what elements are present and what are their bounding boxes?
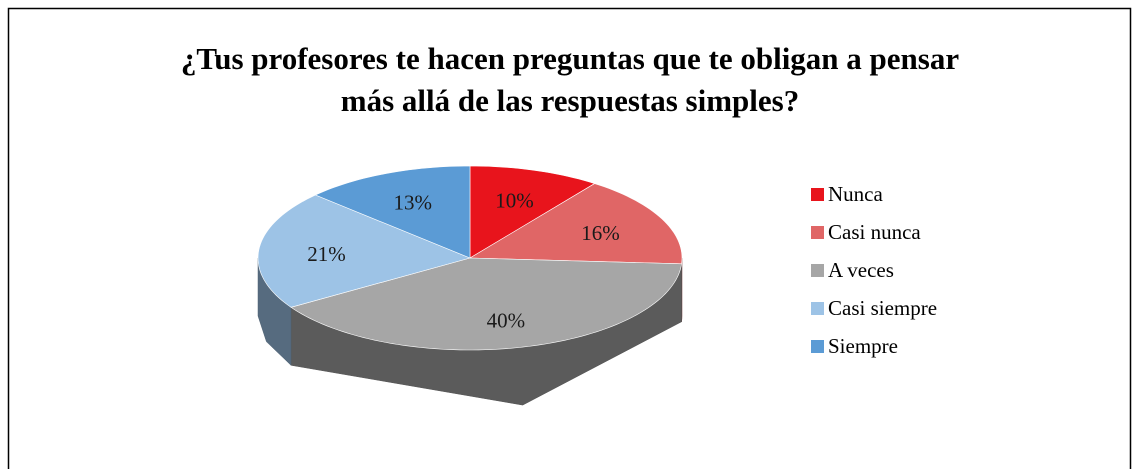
- legend-label: Casi nunca: [828, 220, 921, 244]
- legend-swatch: [811, 226, 824, 239]
- legend-swatch: [811, 302, 824, 315]
- data-label: 21%: [307, 242, 346, 266]
- data-label: 13%: [393, 190, 432, 214]
- pie-slice: [469, 165, 596, 259]
- legend-label: Casi siempre: [828, 296, 937, 320]
- legend-swatch: [811, 188, 824, 201]
- data-label: 10%: [495, 188, 534, 212]
- legend-label: Nunca: [828, 182, 883, 206]
- pie-slice: [314, 165, 471, 259]
- data-label: 16%: [581, 221, 620, 245]
- legend-label: Siempre: [828, 334, 898, 358]
- pie-slice: [468, 183, 683, 265]
- chart-title: más allá de las respuestas simples?: [341, 83, 799, 118]
- pie-slice: [290, 257, 682, 351]
- chart-frame: [7, 7, 1132, 469]
- legend-swatch: [811, 264, 824, 277]
- legend-label: A veces: [828, 258, 894, 282]
- data-label: 40%: [487, 308, 526, 332]
- pie-slice: [257, 194, 471, 308]
- chart-title: ¿Tus profesores te hacen preguntas que t…: [181, 41, 959, 76]
- legend-swatch: [811, 340, 824, 353]
